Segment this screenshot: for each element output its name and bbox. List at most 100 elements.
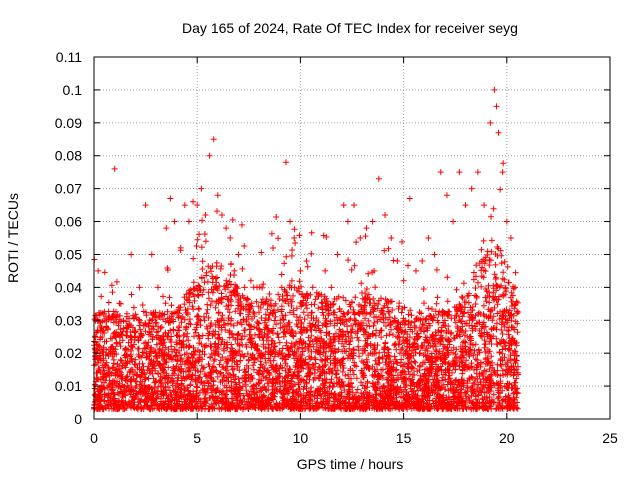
data-point (503, 218, 510, 225)
data-point (363, 225, 370, 232)
data-point (507, 235, 514, 241)
data-point (305, 343, 312, 350)
data-point (171, 218, 178, 225)
data-point (512, 284, 519, 291)
data-point (509, 350, 516, 357)
data-point (375, 175, 382, 182)
data-point (468, 185, 475, 192)
x-tick-label: 20 (499, 430, 515, 446)
x-tick-label: 5 (193, 430, 201, 446)
data-point (282, 159, 289, 166)
data-point (412, 267, 419, 274)
data-point (245, 356, 252, 363)
y-tick-label: 0.02 (55, 345, 82, 361)
x-tick-label: 15 (396, 430, 412, 446)
data-point (190, 198, 197, 205)
data-point (183, 350, 190, 357)
data-point (95, 267, 102, 274)
data-point (218, 211, 225, 218)
y-axis-label: ROTI / TECUs (5, 193, 21, 283)
data-point (278, 284, 285, 291)
data-point (419, 258, 426, 265)
data-point (270, 366, 277, 373)
data-point (185, 218, 192, 225)
data-point (194, 202, 201, 209)
data-point (351, 202, 358, 209)
data-point (450, 218, 457, 225)
data-point (177, 244, 184, 251)
y-tick-label: 0.06 (55, 214, 82, 230)
data-point (355, 343, 362, 350)
data-point (293, 350, 300, 357)
y-tick-label: 0.11 (56, 49, 82, 65)
data-point (318, 356, 325, 363)
data-point (154, 284, 161, 291)
data-point (111, 165, 118, 172)
y-tick-label: 0.04 (55, 279, 82, 295)
data-point (382, 211, 389, 218)
y-tick-label: 0.01 (55, 378, 82, 394)
data-point (315, 290, 322, 297)
data-point (322, 267, 329, 274)
y-tick-label: 0.07 (55, 181, 82, 197)
data-point (441, 343, 448, 350)
data-point (417, 350, 424, 357)
data-point (208, 343, 215, 350)
data-point (159, 333, 166, 340)
data-point (495, 129, 502, 136)
data-point (235, 251, 242, 258)
data-point (394, 258, 401, 265)
data-point (97, 376, 104, 383)
data-point (113, 366, 120, 373)
data-point (163, 225, 170, 232)
x-tick-label: 10 (293, 430, 309, 446)
data-point (247, 277, 254, 284)
data-point (328, 284, 335, 291)
data-point (340, 202, 347, 209)
data-point (128, 251, 135, 258)
data-point (258, 350, 265, 357)
data-point (443, 192, 450, 199)
y-tick-label: 0.08 (55, 148, 82, 164)
data-point (181, 202, 188, 209)
data-point (167, 195, 174, 202)
data-point (425, 235, 432, 241)
y-tick-label: 0.09 (55, 115, 82, 131)
data-point (146, 350, 153, 357)
data-point (221, 317, 228, 324)
data-point (379, 366, 386, 373)
data-point (303, 258, 310, 265)
data-point (109, 343, 116, 350)
data-point (132, 356, 139, 363)
data-point (330, 350, 337, 357)
data-point (481, 202, 488, 209)
data-point (198, 185, 205, 192)
x-axis-label: GPS time / hours (297, 456, 404, 472)
data-point (456, 169, 463, 176)
axis-ticks (93, 56, 611, 420)
data-point (404, 363, 411, 370)
data-point-cloud (91, 160, 522, 413)
data-point (266, 290, 273, 297)
data-point (202, 211, 209, 218)
data-point (489, 317, 496, 324)
data-point (142, 202, 149, 209)
data-point (499, 169, 506, 176)
data-point (254, 284, 261, 291)
data-point (196, 333, 203, 340)
grid-lines (94, 57, 610, 419)
data-point (272, 300, 279, 307)
data-point (287, 218, 294, 225)
data-point (454, 323, 461, 330)
data-points (91, 86, 522, 413)
data-point (367, 350, 374, 357)
x-tick-label: 0 (90, 430, 98, 446)
data-point (491, 86, 498, 93)
data-point (291, 235, 298, 241)
data-point (369, 218, 376, 225)
data-point (233, 350, 240, 357)
data-point (210, 136, 217, 143)
data-point (462, 202, 469, 209)
data-point (437, 169, 444, 176)
